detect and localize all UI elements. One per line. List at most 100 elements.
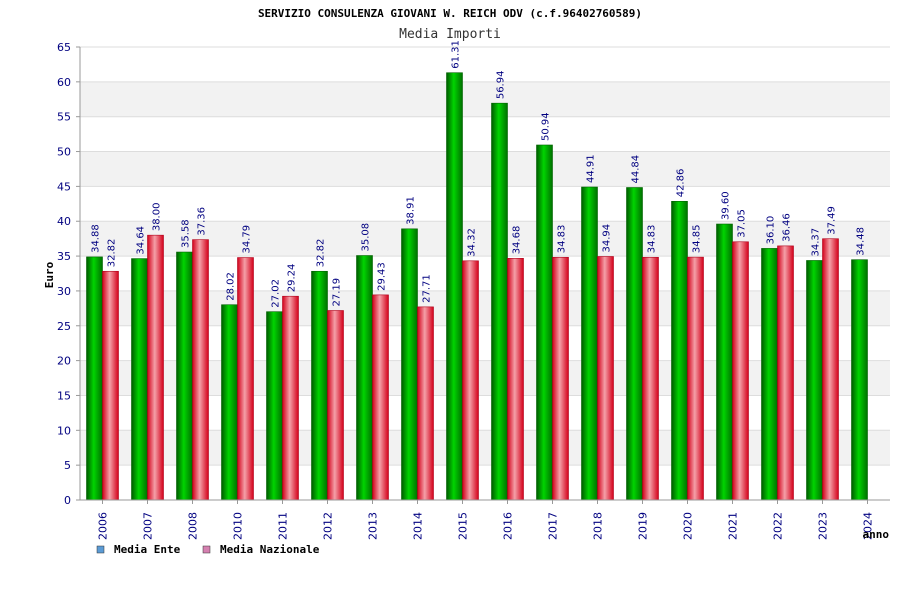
x-tick-label-2018: 2018 xyxy=(592,512,605,540)
x-tick-label-2012: 2012 xyxy=(322,512,335,540)
x-tick-label-2006: 2006 xyxy=(97,512,110,540)
value-label-media-ente-2007: 34.64 xyxy=(136,226,147,255)
value-label-media-ente-2017: 50.94 xyxy=(541,112,552,141)
value-label-media-ente-2020: 42.86 xyxy=(676,169,687,198)
bar-media-nazionale-2018 xyxy=(597,256,614,501)
grid-band xyxy=(80,256,890,291)
bar-media-ente-2023 xyxy=(806,260,823,501)
bars xyxy=(86,72,868,501)
y-axis-ticks: 0 5 10 15 20 25 30 35 40 45 50 55 60 65 xyxy=(57,41,71,507)
grid-band xyxy=(80,116,890,152)
value-label-media-ente-2018: 44.91 xyxy=(586,154,597,183)
value-label-media-nazionale-2014: 27.71 xyxy=(422,274,433,303)
grid-band xyxy=(80,47,890,82)
x-tick-label-2022: 2022 xyxy=(772,512,785,540)
bar-media-ente-2008 xyxy=(176,251,193,501)
x-tick-label-2010: 2010 xyxy=(232,512,245,540)
bar-media-nazionale-2011 xyxy=(282,295,299,501)
value-label-media-ente-2013: 35.08 xyxy=(361,223,372,252)
value-label-media-nazionale-2008: 37.36 xyxy=(197,207,208,236)
legend-swatch-media-nazionale xyxy=(202,545,211,554)
value-label-media-ente-2016: 56.94 xyxy=(496,71,507,100)
bar-media-nazionale-2017 xyxy=(552,256,569,501)
bar-media-nazionale-2016 xyxy=(507,258,524,501)
bar-media-nazionale-2023 xyxy=(822,238,839,501)
legend-swatch-media-ente xyxy=(96,545,105,554)
x-tick-label-2014: 2014 xyxy=(412,512,425,540)
value-label-media-ente-2011: 27.02 xyxy=(271,279,282,308)
x-tick-label-2017: 2017 xyxy=(547,512,560,540)
value-label-media-nazionale-2016: 34.68 xyxy=(512,226,523,255)
value-label-media-nazionale-2011: 29.24 xyxy=(287,264,298,293)
y-tick-label: 30 xyxy=(57,285,71,298)
x-tick-label-2013: 2013 xyxy=(367,512,380,540)
bar-media-nazionale-2020 xyxy=(687,256,704,501)
grid-band xyxy=(80,151,890,187)
y-tick-label: 10 xyxy=(57,424,71,437)
bar-media-nazionale-2015 xyxy=(462,260,479,501)
x-tick-label-2011: 2011 xyxy=(277,512,290,540)
bar-media-ente-2012 xyxy=(311,270,328,501)
bar-media-ente-2019 xyxy=(626,187,643,501)
value-label-media-ente-2024: 34.48 xyxy=(856,227,867,256)
bar-media-ente-2017 xyxy=(536,144,553,501)
bar-media-ente-2020 xyxy=(671,200,688,501)
chart-subtitle: Media Importi xyxy=(399,27,501,42)
gridlines xyxy=(76,46,890,501)
y-tick-label: 0 xyxy=(64,494,71,507)
value-label-media-ente-2006: 34.88 xyxy=(91,224,102,253)
grid-band xyxy=(80,186,890,222)
value-label-media-nazionale-2022: 36.46 xyxy=(782,213,793,242)
value-label-media-nazionale-2017: 34.83 xyxy=(557,225,568,254)
value-label-media-ente-2019: 44.84 xyxy=(631,155,642,184)
value-label-media-ente-2008: 35.58 xyxy=(181,219,192,248)
y-tick-label: 25 xyxy=(57,320,71,333)
value-label-media-nazionale-2012: 27.19 xyxy=(332,278,343,307)
bar-media-ente-2007 xyxy=(131,258,148,501)
legend-label-media-ente: Media Ente xyxy=(114,543,181,556)
value-label-media-nazionale-2013: 29.43 xyxy=(377,262,388,291)
y-tick-label: 55 xyxy=(57,111,71,124)
grid-bands xyxy=(80,47,890,500)
bar-media-ente-2015 xyxy=(446,72,463,501)
grid-band xyxy=(80,221,890,257)
bar-media-nazionale-2022 xyxy=(777,245,794,501)
value-label-media-nazionale-2006: 32.82 xyxy=(107,239,118,268)
y-tick-label: 35 xyxy=(57,250,71,263)
value-label-media-ente-2023: 34.37 xyxy=(811,228,822,257)
grid-band xyxy=(80,81,890,117)
value-label-media-ente-2021: 39.60 xyxy=(721,191,732,220)
legend: Media Ente Media Nazionale xyxy=(96,543,320,556)
bar-media-ente-2006 xyxy=(86,256,103,501)
y-tick-label: 65 xyxy=(57,41,71,54)
x-axis-ticks: 2006 2007 2008 2010 2011 2012 2013 2014 2015 2016… xyxy=(97,500,875,540)
value-label-media-ente-2022: 36.10 xyxy=(766,216,777,245)
bar-media-nazionale-2013 xyxy=(372,294,389,501)
bar-media-nazionale-2007 xyxy=(147,234,164,501)
grid-band xyxy=(80,430,890,466)
value-label-media-nazionale-2023: 37.49 xyxy=(827,206,838,235)
value-label-media-ente-2010: 28.02 xyxy=(226,272,237,301)
grid-band xyxy=(80,465,890,500)
y-tick-label: 15 xyxy=(57,389,71,402)
y-tick-label: 45 xyxy=(57,180,71,193)
bar-media-ente-2022 xyxy=(761,248,778,501)
value-label-media-ente-2014: 38.91 xyxy=(406,196,417,225)
value-label-media-nazionale-2018: 34.94 xyxy=(602,224,613,253)
x-tick-label-2016: 2016 xyxy=(502,512,515,540)
y-tick-label: 40 xyxy=(57,215,71,228)
bar-media-ente-2016 xyxy=(491,102,508,501)
bar-media-ente-2021 xyxy=(716,223,733,501)
chart-title: SERVIZIO CONSULENZA GIOVANI W. REICH ODV… xyxy=(258,7,642,20)
bar-media-nazionale-2010 xyxy=(237,257,254,501)
legend-label-media-nazionale: Media Nazionale xyxy=(220,543,320,556)
x-tick-label-2021: 2021 xyxy=(727,512,740,540)
grid-band xyxy=(80,395,890,431)
value-labels: 34.88 32.82 34.64 38.00 35.58 37.36 28.02 34.79… xyxy=(91,40,867,308)
y-tick-label: 60 xyxy=(57,76,71,89)
value-label-media-nazionale-2019: 34.83 xyxy=(647,225,658,254)
x-tick-label-2019: 2019 xyxy=(637,512,650,540)
bar-media-ente-2010 xyxy=(221,304,238,501)
bar-media-ente-2024 xyxy=(851,259,868,501)
